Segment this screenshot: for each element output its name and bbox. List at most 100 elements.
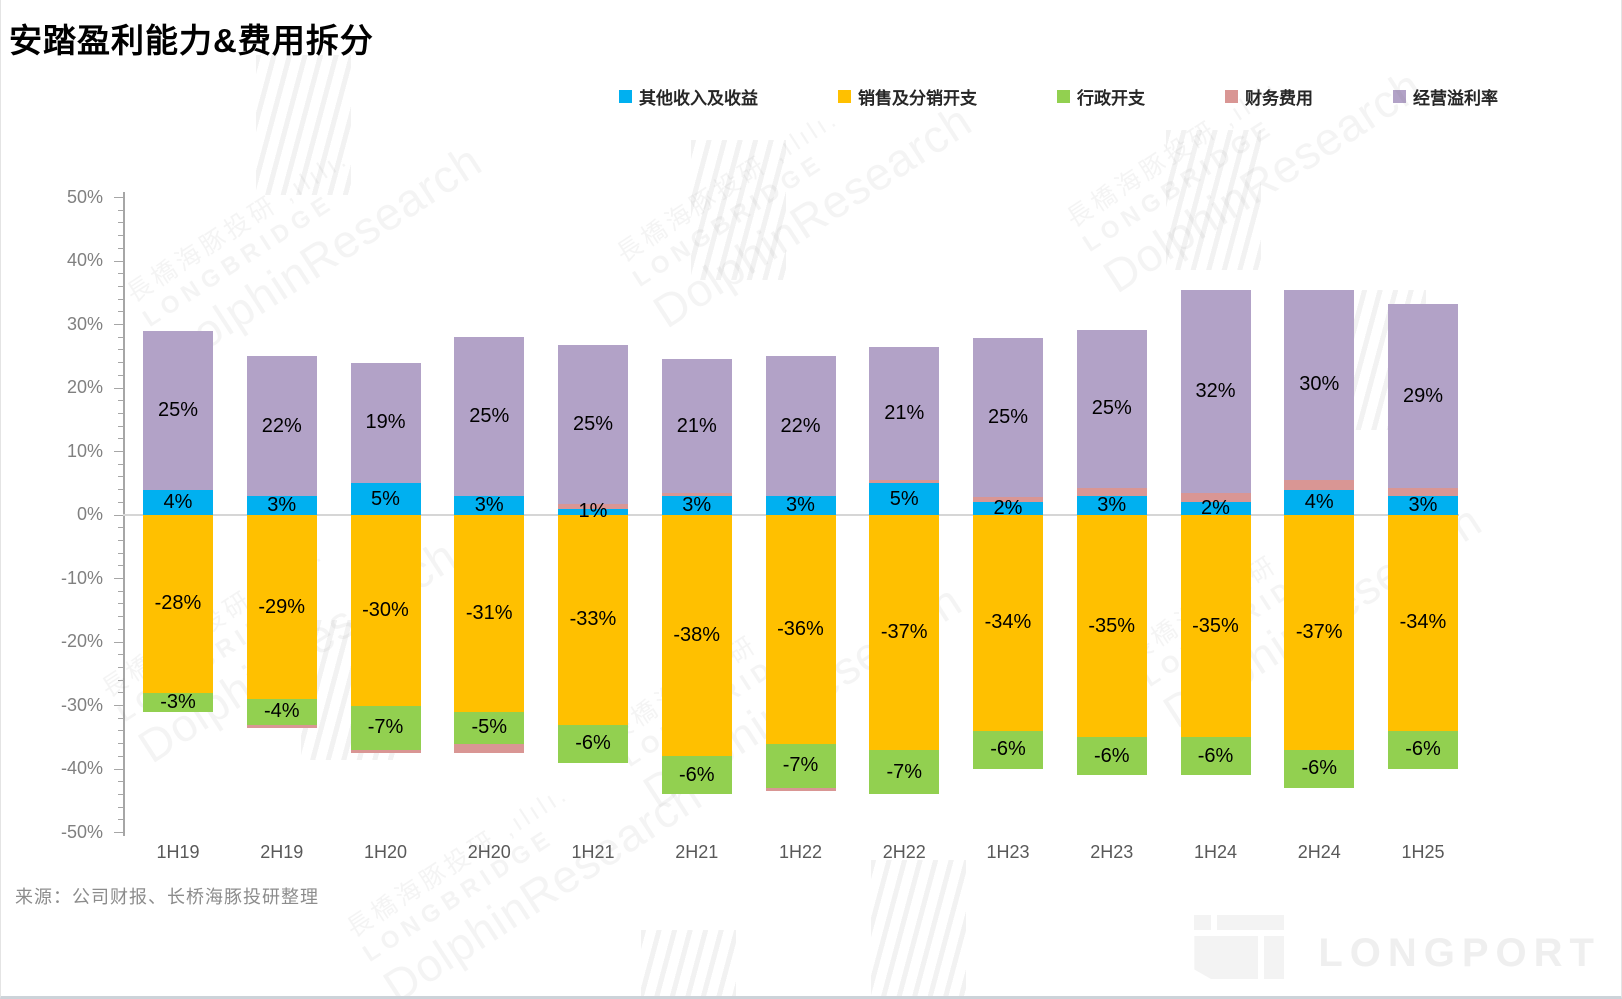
y-axis-minor-tick	[118, 501, 123, 503]
y-axis-minor-tick	[118, 235, 123, 237]
legend-label: 经营溢利率	[1413, 89, 1498, 108]
x-axis-label: 1H23	[986, 842, 1030, 862]
y-axis-minor-tick	[118, 285, 123, 287]
bar-segment	[350, 705, 421, 750]
bar-label: 25%	[469, 405, 510, 428]
y-axis-minor-tick	[118, 489, 123, 491]
bar-label: -37%	[1295, 620, 1343, 643]
y-axis-minor-tick	[118, 539, 123, 541]
bar-label: -6%	[1197, 744, 1234, 767]
bar-segment	[143, 515, 213, 693]
bar-segment	[246, 356, 317, 496]
bar-label: -37%	[880, 620, 928, 643]
bar-segment	[1284, 515, 1355, 750]
x-axis-label: 1H22	[778, 842, 823, 862]
x-axis-label: 1H19	[156, 842, 200, 862]
y-axis-minor-tick	[118, 298, 123, 300]
legend-item: 行政开支	[1057, 84, 1145, 109]
bar-segment	[661, 359, 732, 493]
bar-segment	[558, 344, 628, 504]
y-axis-minor-tick	[118, 476, 123, 478]
bar-segment	[1076, 737, 1147, 776]
y-axis-minor-tick	[118, 362, 123, 364]
y-axis-minor-tick	[118, 222, 123, 224]
bar-segment	[765, 515, 836, 744]
bar-segment	[1180, 289, 1251, 493]
y-axis-minor-tick	[118, 552, 123, 554]
bar-segment	[1284, 489, 1355, 515]
bar-segment	[1388, 488, 1458, 496]
bar-label: 3%	[786, 493, 815, 516]
legend-label: 财务费用	[1245, 89, 1313, 108]
bar-segment	[1076, 329, 1147, 489]
bar-segment	[1388, 515, 1458, 731]
y-axis-tick-label: -10%	[60, 567, 103, 588]
bar-label: 19%	[365, 411, 406, 434]
bar-segment	[350, 515, 421, 706]
x-axis-label: 2H24	[1297, 842, 1341, 862]
bar-segment	[350, 483, 421, 515]
bar-label: -6%	[990, 738, 1026, 761]
bar-segment	[869, 749, 940, 795]
y-axis-tick-label: 40%	[66, 250, 103, 270]
bar-segment	[661, 495, 732, 515]
bar-segment	[246, 515, 317, 700]
bar-segment	[1180, 737, 1251, 776]
bar-label: 32%	[1195, 379, 1236, 402]
bar-label: 21%	[884, 401, 925, 424]
y-axis-tick-label: -40%	[60, 758, 103, 778]
bar-label: 5%	[371, 487, 400, 510]
y-axis-major-tick	[114, 197, 123, 198]
bar-segment	[558, 508, 628, 515]
y-axis-major-tick	[114, 387, 123, 389]
bar-label: -36%	[777, 617, 824, 640]
bar-label: -28%	[154, 592, 202, 615]
legend-label: 行政开支	[1077, 89, 1145, 108]
y-axis-minor-tick	[118, 781, 123, 783]
bar-label: -7%	[367, 716, 404, 739]
bar-label: 2%	[1201, 497, 1230, 520]
legend-swatch-icon	[1057, 90, 1070, 103]
longport-logo-icon	[1194, 915, 1285, 979]
legend-item: 经营溢利率	[1393, 84, 1498, 109]
bar-segment	[558, 503, 628, 509]
bar-segment	[1076, 515, 1147, 738]
y-axis-tick-label: -50%	[60, 821, 103, 842]
bar-segment	[765, 788, 836, 791]
x-axis-label: 2H23	[1090, 842, 1134, 862]
bar-label: 30%	[1299, 373, 1340, 396]
y-axis-minor-tick	[118, 603, 123, 605]
legend-swatch-icon	[619, 90, 632, 103]
bar-segment	[765, 495, 836, 515]
bar-segment	[350, 749, 421, 754]
longport-logo-text: LONGPORT	[1318, 931, 1601, 975]
bar-label: 22%	[780, 414, 821, 437]
y-axis-minor-tick	[118, 679, 123, 681]
longport-logo: LONGPORT	[1194, 915, 1601, 979]
x-axis-label: 2H21	[675, 842, 719, 862]
bar-label: 2%	[993, 497, 1023, 520]
bar-label: 25%	[157, 398, 199, 421]
y-axis-tick-label: 20%	[66, 377, 103, 397]
bar-label: 3%	[1097, 493, 1127, 516]
bar-label: -29%	[258, 595, 306, 618]
bar-segment	[454, 515, 525, 712]
y-axis-tick-label: 50%	[66, 186, 103, 207]
y-axis-major-tick	[114, 832, 123, 833]
y-axis-minor-tick	[118, 209, 123, 211]
bar-label: 3%	[267, 493, 297, 516]
bar-segment	[869, 346, 940, 481]
bar-segment	[454, 337, 525, 496]
bar-segment	[1388, 304, 1458, 489]
legend-label: 销售及分销开支	[858, 89, 977, 108]
bar-label: -35%	[1088, 614, 1136, 637]
y-axis-minor-tick	[118, 806, 123, 808]
bar-segment	[661, 756, 732, 795]
bar-label: 5%	[889, 487, 919, 510]
y-axis-major-tick	[114, 514, 123, 516]
bar-segment	[765, 743, 836, 789]
y-axis-minor-tick	[118, 692, 123, 694]
bar-label: -33%	[569, 608, 617, 631]
